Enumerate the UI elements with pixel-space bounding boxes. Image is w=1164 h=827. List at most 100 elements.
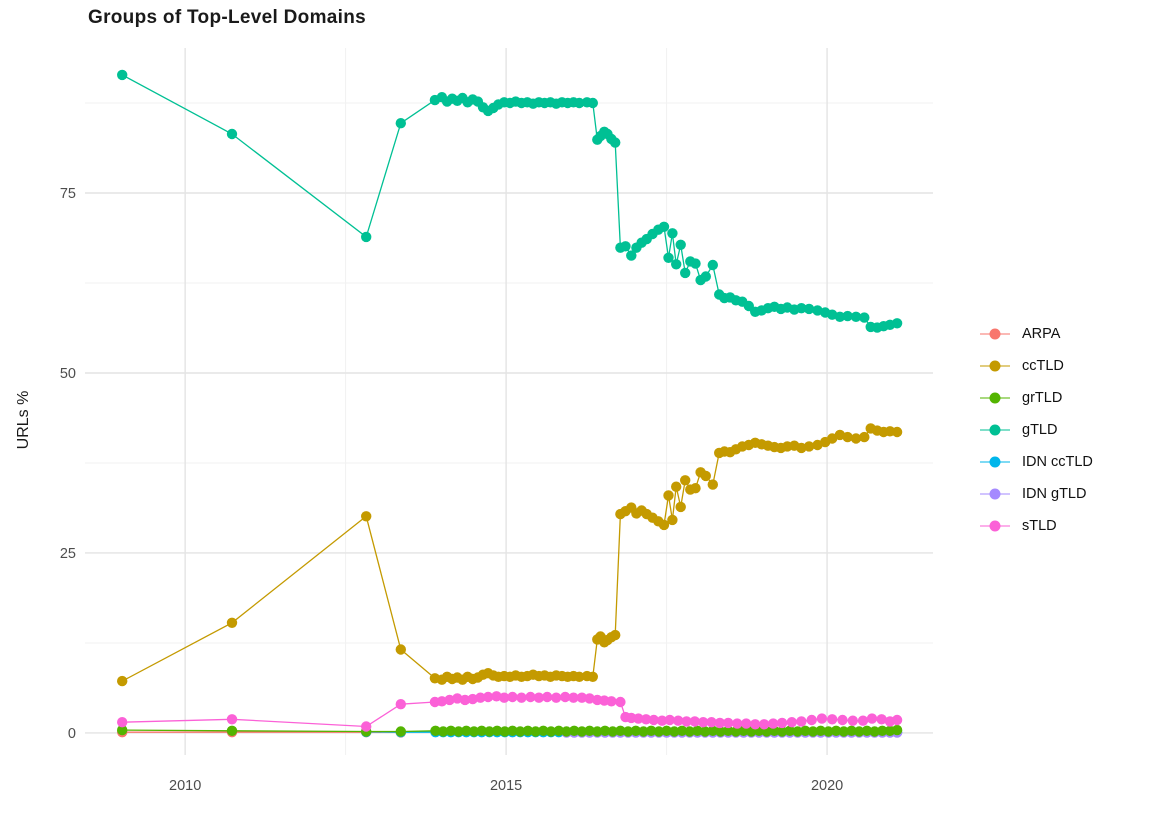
data-point-stld [533,692,545,703]
data-point-stld [459,694,471,706]
data-point-grtld [622,726,634,737]
data-point-cctld [587,671,598,682]
data-point-gtld [859,312,870,323]
data-point-grtld [615,725,626,736]
data-point-grtld [445,725,457,736]
data-point-grtld [522,725,534,736]
data-point-stld [750,719,761,730]
data-point-grtld [630,725,641,736]
data-point-grtld [545,726,557,737]
data-point-stld [444,694,455,706]
data-point-grtld [823,726,834,737]
data-point-grtld [638,726,649,737]
data-point-gtld [707,259,718,271]
data-point-cctld [891,426,903,438]
data-point-grtld [553,725,564,736]
data-point-stld [507,691,518,703]
legend-label: IDN ccTLD [1022,454,1093,470]
data-point-stld [656,715,668,726]
data-point-stld [436,696,448,707]
data-point-cctld [667,514,678,526]
data-point-grtld [838,726,849,737]
legend-key-icon [980,328,1010,340]
data-point-gtld [803,303,815,315]
data-point-grtld [869,726,880,737]
legend-label: ARPA [1022,326,1061,342]
data-point-grtld [476,725,487,736]
legend-key-icon [980,360,1010,372]
data-point-cctld [671,481,682,492]
data-point-grtld [830,725,842,736]
data-point-grtld [530,726,541,737]
data-point-stld [491,691,502,702]
data-point-stld [837,714,848,726]
data-point-stld [226,714,238,725]
data-point-cctld [574,671,585,682]
legend-label: IDN gTLD [1022,486,1087,502]
data-point-stld [847,715,858,726]
data-point-grtld [707,725,718,736]
data-point-stld [615,696,626,708]
chart-title: Groups of Top-Level Domains [88,7,366,28]
x-tick-label: 2010 [169,778,201,794]
data-point-cctld [796,442,807,454]
data-point-cctld [850,433,862,444]
data-point-grtld [730,726,742,737]
data-point-stld [648,714,659,726]
data-point-gtld [667,228,678,239]
data-point-stld [681,716,692,727]
data-point-stld [516,692,527,703]
data-point-grtld [461,725,472,736]
data-point-stld [117,717,128,728]
y-tick-label: 0 [68,726,76,742]
data-point-grtld [661,725,672,736]
data-point-grtld [395,726,406,737]
data-point-stld [542,691,553,703]
data-point-stld [732,718,743,729]
data-point-grtld [646,725,657,736]
data-point-stld [876,714,887,725]
data-point-gtld [226,128,238,140]
data-point-stld [499,692,510,703]
legend-label: sTLD [1022,518,1057,534]
data-point-grtld [117,724,128,736]
data-point-gtld [620,241,631,252]
data-point-grtld [891,724,903,736]
legend-label: grTLD [1022,390,1063,406]
data-point-grtld [538,725,549,736]
data-point-cctld [610,629,621,641]
data-point-grtld [807,726,819,737]
data-point-stld [452,693,463,704]
data-point-stld [816,713,828,724]
data-point-grtld [800,725,811,736]
data-point-stld [560,691,571,703]
data-point-grtld [561,726,572,737]
legend-label: gTLD [1022,422,1058,438]
data-point-grtld [226,725,238,736]
data-point-cctld [803,441,815,452]
data-point-stld [759,719,770,730]
data-point-grtld [684,726,695,737]
data-point-stld [891,714,903,726]
data-point-stld [796,716,807,727]
legend-key-icon [980,424,1010,436]
data-point-gtld [891,318,903,329]
data-point-gtld [587,97,598,109]
data-point-stld [551,692,562,703]
data-point-stld [776,717,788,729]
data-point-gtld [658,221,670,232]
data-point-stld [768,718,779,729]
data-point-stld [482,691,494,703]
data-point-grtld [877,725,888,736]
data-point-cctld [690,483,701,494]
data-point-grtld [576,726,588,737]
legend-item-arpa: ARPA [978,318,1093,350]
data-point-gtld [690,258,701,269]
data-point-grtld [846,725,857,736]
data-point-grtld [715,726,726,737]
data-point-grtld [430,725,441,736]
data-point-grtld [676,725,688,736]
data-point-grtld [669,726,680,737]
data-point-cctld [842,431,853,443]
data-point-grtld [723,725,734,736]
